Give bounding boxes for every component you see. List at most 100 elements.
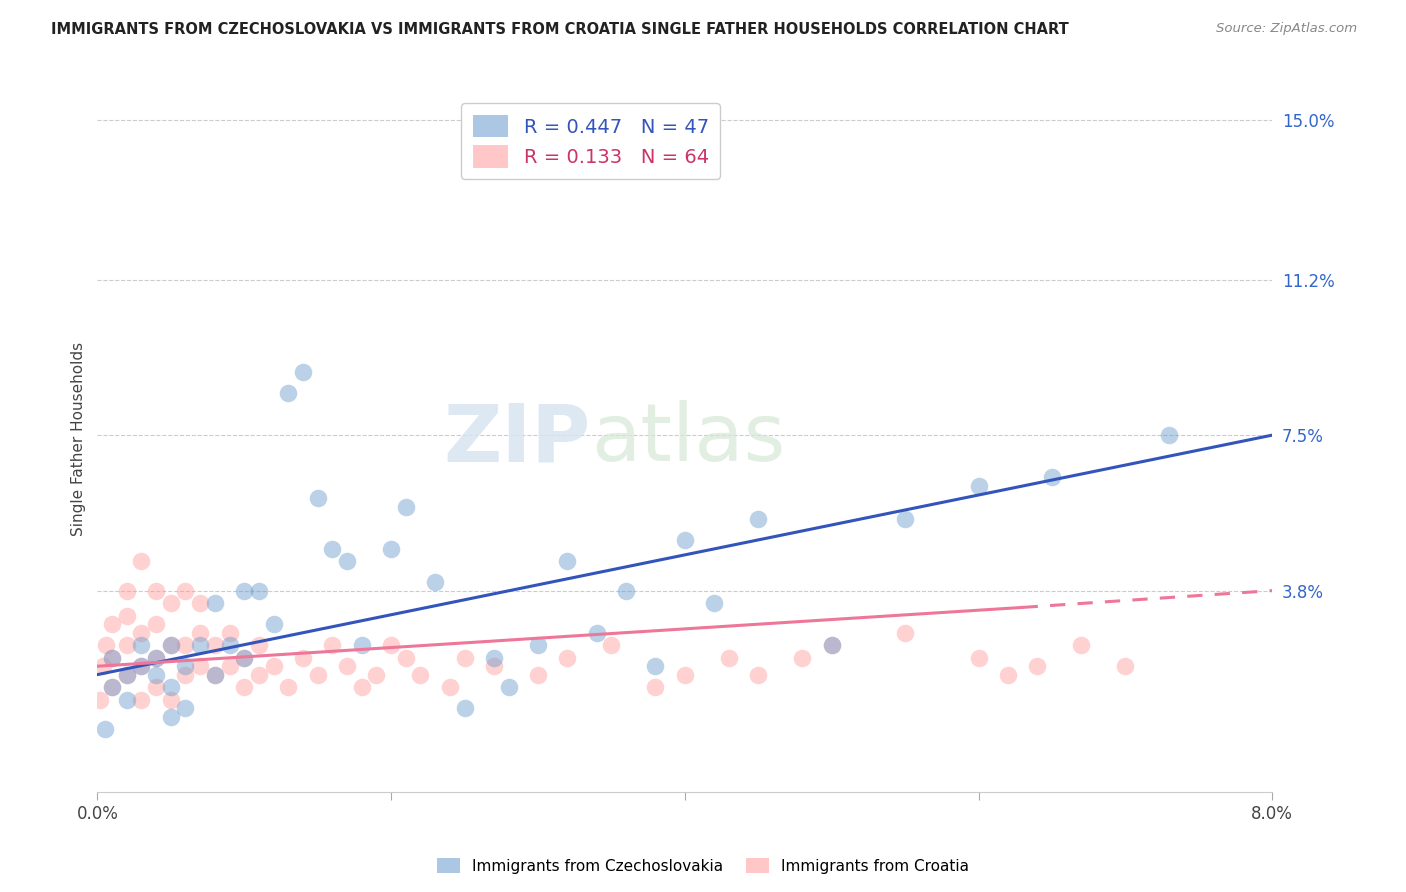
Point [380, 638, 402, 652]
Point [247, 638, 270, 652]
Text: Source: ZipAtlas.com: Source: ZipAtlas.com [1216, 22, 1357, 36]
Point [717, 650, 740, 665]
Y-axis label: Single Father Households: Single Father Households [72, 343, 86, 536]
Point [453, 701, 475, 715]
Point [1159, 428, 1181, 442]
Point [233, 680, 256, 694]
Point [395, 500, 418, 514]
Point [145, 650, 167, 665]
Point [159, 709, 181, 723]
Point [821, 638, 844, 652]
Point [145, 667, 167, 681]
Point [115, 638, 138, 652]
Point [131, 659, 153, 673]
Point [644, 680, 666, 694]
Point [307, 667, 329, 681]
Point [498, 680, 520, 694]
Point [792, 650, 814, 665]
Point [101, 680, 124, 694]
Point [703, 596, 725, 610]
Point [350, 638, 373, 652]
Point [131, 625, 153, 640]
Point [291, 365, 314, 379]
Point [1040, 470, 1063, 484]
Point [204, 638, 226, 652]
Point [600, 638, 623, 652]
Point [188, 596, 211, 610]
Point [131, 693, 153, 707]
Point [894, 512, 917, 526]
Point [91, 659, 114, 673]
Point [336, 659, 359, 673]
Point [101, 650, 124, 665]
Point [1070, 638, 1092, 652]
Point [439, 680, 461, 694]
Text: ZIP: ZIP [443, 401, 591, 478]
Point [174, 583, 197, 598]
Point [101, 617, 124, 632]
Point [115, 667, 138, 681]
Point [174, 638, 197, 652]
Point [423, 575, 446, 590]
Point [644, 659, 666, 673]
Point [321, 541, 343, 556]
Point [159, 680, 181, 694]
Point [188, 659, 211, 673]
Legend: Immigrants from Czechoslovakia, Immigrants from Croatia: Immigrants from Czechoslovakia, Immigran… [430, 852, 976, 880]
Point [263, 617, 285, 632]
Point [145, 617, 167, 632]
Point [233, 650, 256, 665]
Point [145, 650, 167, 665]
Point [395, 650, 418, 665]
Point [247, 667, 270, 681]
Point [233, 583, 256, 598]
Point [145, 583, 167, 598]
Point [307, 491, 329, 505]
Point [967, 650, 990, 665]
Point [115, 608, 138, 623]
Point [380, 541, 402, 556]
Point [350, 680, 373, 694]
Point [747, 512, 769, 526]
Point [1026, 659, 1049, 673]
Point [453, 650, 475, 665]
Point [131, 554, 153, 568]
Point [115, 693, 138, 707]
Point [1114, 659, 1136, 673]
Point [277, 386, 299, 401]
Point [174, 667, 197, 681]
Point [204, 596, 226, 610]
Point [159, 638, 181, 652]
Point [101, 680, 124, 694]
Point [101, 650, 124, 665]
Point [115, 583, 138, 598]
Point [188, 625, 211, 640]
Point [159, 596, 181, 610]
Text: atlas: atlas [591, 401, 785, 478]
Point [614, 583, 637, 598]
Point [527, 638, 550, 652]
Point [409, 667, 432, 681]
Point [174, 701, 197, 715]
Point [174, 659, 197, 673]
Point [997, 667, 1019, 681]
Point [159, 693, 181, 707]
Point [204, 667, 226, 681]
Point [557, 650, 579, 665]
Point [894, 625, 917, 640]
Point [557, 554, 579, 568]
Point [145, 680, 167, 694]
Point [277, 680, 299, 694]
Point [263, 659, 285, 673]
Point [366, 667, 388, 681]
Text: IMMIGRANTS FROM CZECHOSLOVAKIA VS IMMIGRANTS FROM CROATIA SINGLE FATHER HOUSEHOL: IMMIGRANTS FROM CZECHOSLOVAKIA VS IMMIGR… [51, 22, 1069, 37]
Point [233, 650, 256, 665]
Point [336, 554, 359, 568]
Point [204, 667, 226, 681]
Point [93, 723, 115, 737]
Point [821, 638, 844, 652]
Point [131, 638, 153, 652]
Point [527, 667, 550, 681]
Point [115, 667, 138, 681]
Point [482, 650, 505, 665]
